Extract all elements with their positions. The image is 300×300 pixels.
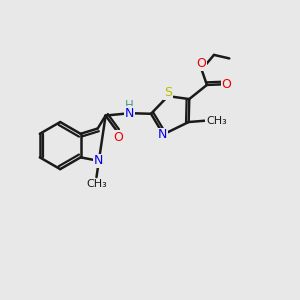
Text: O: O bbox=[196, 57, 206, 70]
Text: CH₃: CH₃ bbox=[206, 116, 227, 126]
Text: O: O bbox=[113, 131, 123, 144]
Text: N: N bbox=[125, 107, 134, 120]
Text: N: N bbox=[94, 154, 104, 167]
Text: CH₃: CH₃ bbox=[86, 179, 107, 190]
Text: H: H bbox=[125, 99, 134, 112]
Text: O: O bbox=[222, 78, 232, 91]
Text: S: S bbox=[164, 86, 172, 99]
Text: N: N bbox=[158, 128, 167, 142]
